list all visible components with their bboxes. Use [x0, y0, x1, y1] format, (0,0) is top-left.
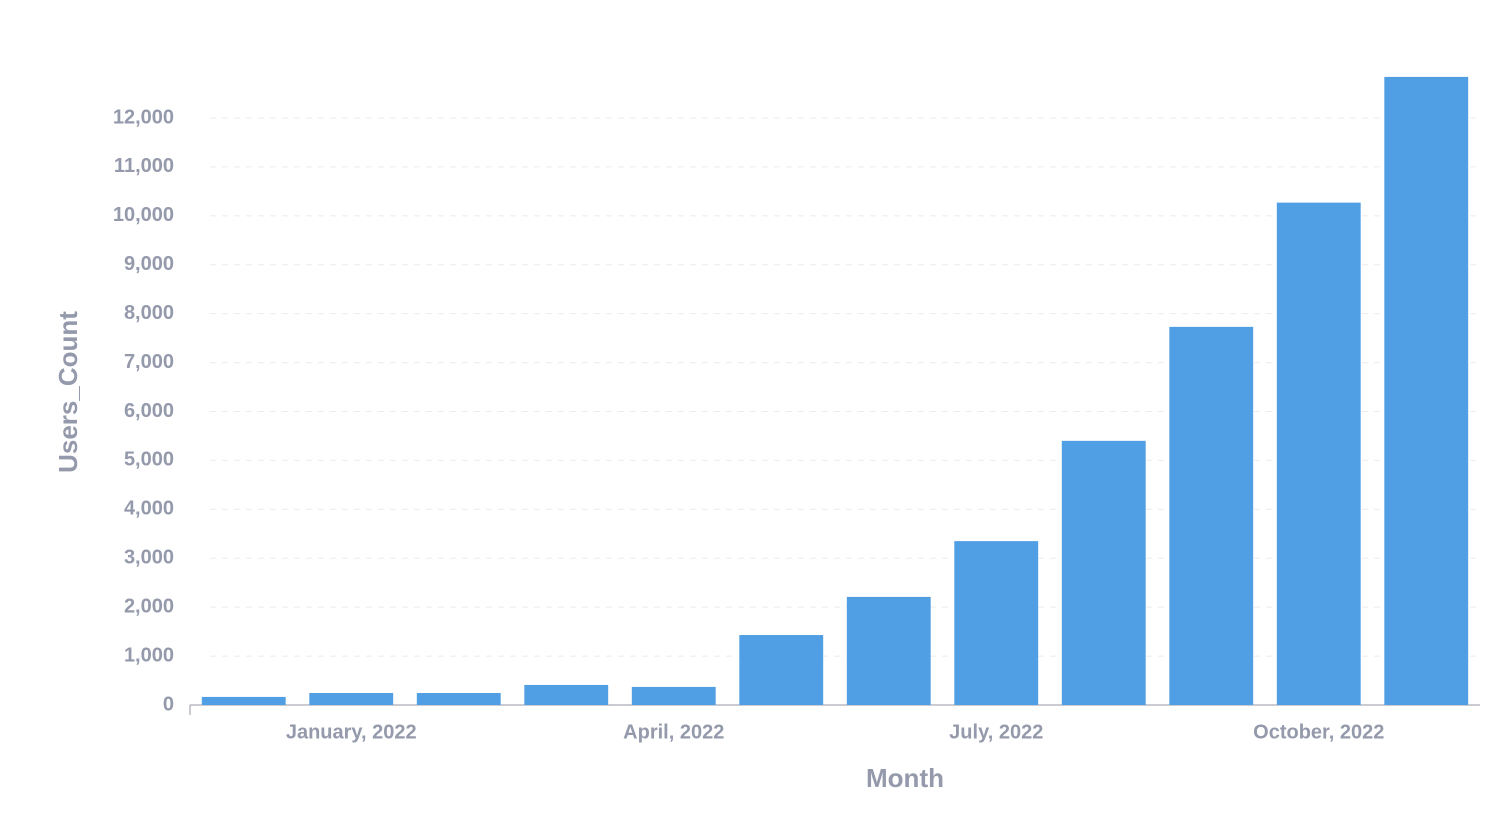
bar	[631, 686, 716, 705]
bar	[1384, 76, 1469, 706]
y-tick-label: 9,000	[124, 253, 174, 275]
bar	[524, 684, 609, 705]
x-tick-label: April, 2022	[623, 721, 724, 743]
y-tick-label: 12,000	[113, 106, 174, 128]
bar	[739, 635, 824, 705]
bar	[1061, 440, 1146, 705]
y-tick-label: 4,000	[124, 498, 174, 520]
bar	[416, 693, 501, 705]
y-tick-label: 3,000	[124, 547, 174, 569]
y-tick-label: 11,000	[114, 155, 174, 177]
y-tick-label: 5,000	[124, 449, 174, 471]
y-tick-label: 10,000	[113, 204, 174, 226]
y-tick-label: 8,000	[124, 302, 174, 324]
bar	[954, 541, 1039, 705]
bar	[1276, 202, 1361, 705]
bar	[1169, 326, 1254, 705]
y-tick-label: 6,000	[124, 400, 174, 422]
y-tick-label: 2,000	[124, 595, 174, 617]
x-tick-label: October, 2022	[1253, 721, 1384, 743]
x-tick-label: July, 2022	[949, 721, 1043, 743]
bar	[201, 696, 286, 705]
y-tick-label: 1,000	[124, 644, 174, 666]
x-axis-title: Month	[866, 763, 944, 793]
bar	[846, 596, 931, 705]
bar	[309, 693, 394, 705]
y-tick-label: 0	[163, 693, 174, 715]
x-tick-label: January, 2022	[286, 721, 417, 743]
y-tick-label: 7,000	[124, 351, 174, 373]
y-axis-title: Users_Count	[53, 311, 83, 473]
